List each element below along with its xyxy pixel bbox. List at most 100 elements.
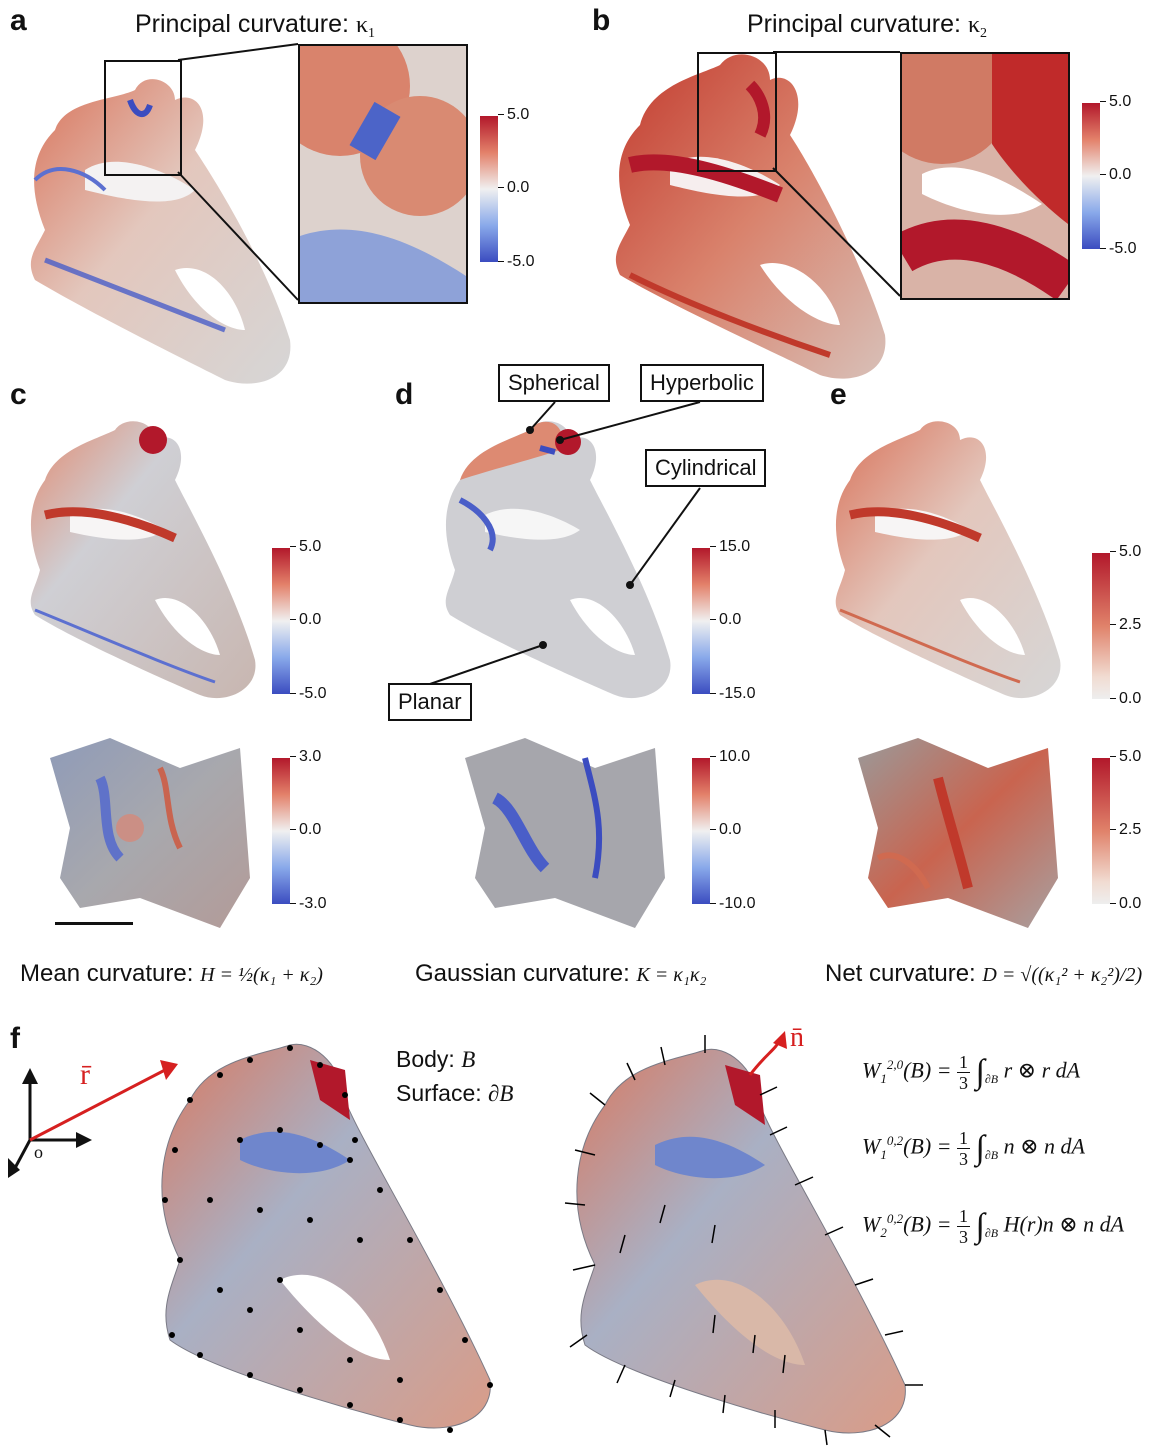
colorbar-e-top-mid: 2.5 — [1110, 616, 1141, 634]
eq3-integrand: H(r)n ⊗ n dA — [1003, 1211, 1125, 1237]
colorbar-c-bottom — [272, 758, 290, 904]
mesh-body-render — [161, 1043, 493, 1433]
eq3-den: 3 — [959, 1227, 969, 1247]
colorbar-d-top-mid: 0.0 — [710, 611, 741, 629]
integral-sign: ∫ — [975, 1053, 985, 1091]
colorbar-d-bottom — [692, 758, 710, 904]
surface-symbol: ∂B — [488, 1081, 514, 1106]
colorbar-a-max: 5.0 — [498, 106, 529, 124]
colorbar-b-min: -5.0 — [1100, 240, 1137, 258]
colorbar-c-top-min: -5.0 — [290, 685, 327, 703]
colorbar-d-top-min: -15.0 — [710, 685, 755, 703]
net-curvature-formula: D = √((κ₁² + κ₂²)/2) — [982, 964, 1143, 986]
body-label: Body: B — [396, 1046, 475, 1073]
annotation-spherical: Spherical — [498, 364, 610, 402]
surface-label: Surface: ∂B — [396, 1080, 513, 1107]
colorbar-c-top — [272, 548, 290, 694]
caption-mean-curvature: Mean curvature: H = ½(κ₁ + κ₂) — [20, 960, 323, 988]
panel-a-title-text: Principal curvature: — [135, 10, 356, 38]
annotation-hyperbolic: Hyperbolic — [640, 364, 764, 402]
kappa-symbol: κ — [355, 12, 369, 38]
panel-label-d: d — [395, 378, 414, 411]
r-vector-label: r̄ — [80, 1058, 90, 1091]
eq3-sup: 0,2 — [886, 1211, 904, 1227]
tissue-gaussian-curvature-render — [465, 738, 665, 928]
coordinate-axes — [8, 1060, 178, 1178]
origin-label: o — [34, 1142, 43, 1162]
n-vector-label: n̄ — [790, 1022, 804, 1053]
tissue-mean-curvature-render — [50, 738, 250, 928]
colorbar-e-top-max: 5.0 — [1110, 543, 1141, 561]
panel-b-title-text: Principal curvature: — [747, 10, 968, 38]
colorbar-c-top-mid: 0.0 — [290, 611, 321, 629]
colorbar-a-min: -5.0 — [498, 253, 535, 271]
zoom-inset-b — [900, 52, 1070, 300]
panel-b-title: Principal curvature: κ2 — [747, 10, 987, 42]
colorbar-d-bottom-max: 10.0 — [710, 748, 750, 766]
colorbar-c-bottom-max: 3.0 — [290, 748, 321, 766]
colorbar-e-bottom-max: 5.0 — [1110, 748, 1141, 766]
eq1-sub: 1 — [880, 1070, 887, 1086]
surface-label-text: Surface: — [396, 1080, 489, 1106]
eq1-arg: (B) = — [903, 1057, 958, 1083]
panel-label-b: b — [592, 4, 611, 37]
caption-gaussian-curvature-text: Gaussian curvature: — [415, 960, 630, 987]
body-symbol: B — [461, 1047, 476, 1072]
mesh-normals-render — [564, 1031, 923, 1446]
eq2-integrand: n ⊗ n dA — [1003, 1133, 1085, 1159]
panel-label-c: c — [10, 378, 27, 411]
eq3-lhs: W — [862, 1211, 881, 1237]
panel-label-f: f — [10, 1022, 20, 1055]
colorbar-e-top — [1092, 553, 1110, 699]
eq1-lhs: W — [862, 1057, 881, 1083]
colorbar-e-bottom-mid: 2.5 — [1110, 821, 1141, 839]
colorbar-c-bottom-mid: 0.0 — [290, 821, 321, 839]
kappa-symbol: κ — [967, 12, 981, 38]
annotation-planar: Planar — [388, 683, 472, 721]
gaussian-curvature-formula: K = κ₁κ₂ — [636, 964, 707, 986]
sculpture-mean-curvature-render — [30, 421, 256, 699]
caption-net-curvature-text: Net curvature: — [825, 960, 976, 987]
eq1-num: 1 — [957, 1052, 971, 1073]
eq2-domain: ∂B — [984, 1147, 999, 1162]
sculpture-kappa1-render — [30, 79, 291, 384]
eq1-integrand: r ⊗ r dA — [1003, 1057, 1081, 1083]
colorbar-b-max: 5.0 — [1100, 93, 1131, 111]
caption-gaussian-curvature: Gaussian curvature: K = κ₁κ₂ — [415, 960, 706, 988]
colorbar-d-bottom-min: -10.0 — [710, 895, 755, 913]
panel-a-title: Principal curvature: κ1 — [135, 10, 375, 42]
body-label-text: Body: — [396, 1046, 462, 1072]
integral-sign: ∫ — [975, 1129, 985, 1167]
colorbar-c-bottom-min: -3.0 — [290, 895, 327, 913]
caption-mean-curvature-text: Mean curvature: — [20, 960, 194, 987]
colorbar-e-bottom-min: 0.0 — [1110, 895, 1141, 913]
panel-label-a: a — [10, 4, 27, 37]
eq2-sub: 1 — [880, 1146, 887, 1162]
eq1-domain: ∂B — [984, 1071, 999, 1086]
scale-bar — [55, 922, 133, 925]
eq2-den: 3 — [959, 1149, 969, 1169]
zoom-region-box — [697, 52, 777, 172]
eq1-sup: 2,0 — [886, 1057, 904, 1073]
colorbar-b-mid: 0.0 — [1100, 166, 1131, 184]
colorbar-d-top-max: 15.0 — [710, 538, 750, 556]
eq1-den: 3 — [959, 1073, 969, 1093]
kappa-subscript: 1 — [368, 26, 376, 41]
sculpture-gaussian-curvature-render — [445, 421, 671, 699]
eq3-sub: 2 — [880, 1224, 887, 1240]
colorbar-d-top — [692, 548, 710, 694]
eq2-lhs: W — [862, 1133, 881, 1159]
panel-label-e: e — [830, 378, 847, 411]
kappa-subscript: 2 — [980, 26, 988, 41]
colorbar-e-top-min: 0.0 — [1110, 690, 1141, 708]
tissue-net-curvature-render — [858, 738, 1058, 928]
eq3-arg: (B) = — [903, 1211, 958, 1237]
